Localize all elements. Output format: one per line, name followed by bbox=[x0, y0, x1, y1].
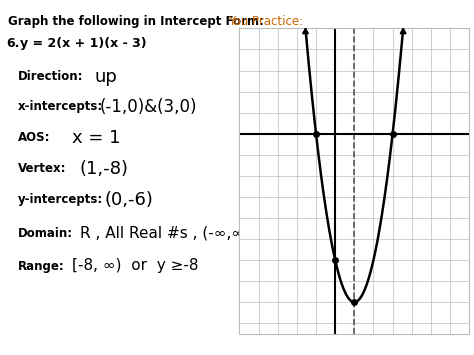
Polygon shape bbox=[302, 28, 309, 34]
Text: y = 2(x + 1)(x - 3): y = 2(x + 1)(x - 3) bbox=[20, 37, 146, 50]
Text: y-intercepts:: y-intercepts: bbox=[18, 193, 103, 206]
Text: 6.: 6. bbox=[6, 37, 19, 50]
Text: (-1,0)&(3,0): (-1,0)&(3,0) bbox=[100, 98, 198, 116]
Text: (0,-6): (0,-6) bbox=[105, 191, 154, 209]
Text: Direction:: Direction: bbox=[18, 70, 83, 83]
Text: Domain:: Domain: bbox=[18, 227, 73, 240]
Text: [-8, ∞)  or  y ≥-8: [-8, ∞) or y ≥-8 bbox=[72, 258, 199, 273]
Polygon shape bbox=[400, 28, 406, 34]
Text: You Practice:: You Practice: bbox=[228, 15, 303, 28]
Text: Range:: Range: bbox=[18, 260, 65, 273]
Text: AOS:: AOS: bbox=[18, 131, 51, 144]
Text: R , All Real #s , (-∞,∞): R , All Real #s , (-∞,∞) bbox=[80, 225, 250, 240]
Text: Vertex:: Vertex: bbox=[18, 162, 66, 175]
Text: up: up bbox=[95, 68, 118, 86]
Text: Graph the following in Intercept Form:: Graph the following in Intercept Form: bbox=[8, 15, 264, 28]
Text: x-intercepts:: x-intercepts: bbox=[18, 100, 103, 113]
Text: (1,-8): (1,-8) bbox=[80, 160, 129, 178]
Text: x = 1: x = 1 bbox=[72, 129, 120, 147]
